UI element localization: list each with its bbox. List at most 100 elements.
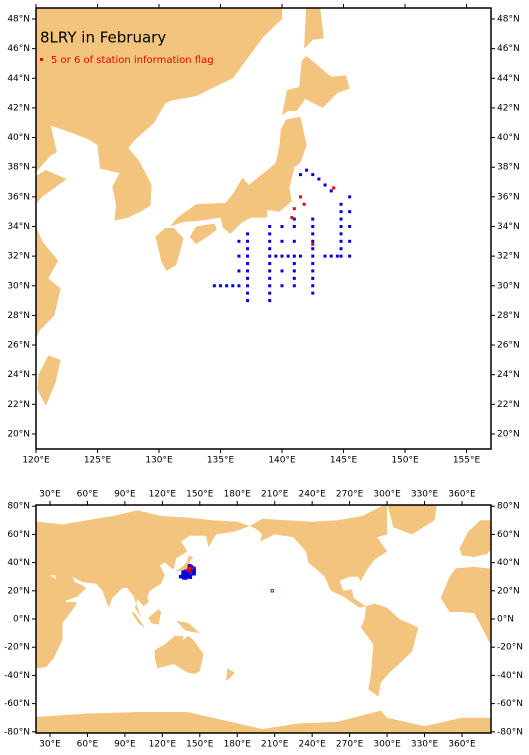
x-tick-label: 90°E	[114, 740, 136, 750]
y-tick-label: 46°N	[7, 44, 30, 54]
station	[280, 239, 284, 243]
station	[268, 299, 272, 303]
station	[335, 254, 339, 258]
y-tick-label: 38°N	[497, 163, 520, 173]
x-tick-label: 180°E	[224, 740, 252, 750]
y-tick-label: 48°N	[497, 15, 520, 25]
station	[246, 262, 250, 266]
legend-swatch	[40, 58, 43, 61]
station	[237, 254, 241, 258]
land	[459, 520, 491, 557]
y-tick-label: 28°N	[7, 311, 30, 321]
x-tick-label: 270°E	[336, 740, 364, 750]
station	[339, 224, 343, 228]
station	[292, 262, 296, 266]
x-tick-label: 120°E	[22, 0, 50, 3]
land	[36, 710, 491, 733]
station	[323, 254, 327, 258]
station	[339, 202, 343, 206]
y-tick-label: 80°N	[7, 502, 30, 512]
x-tick-label: 300°E	[373, 740, 401, 750]
x-tick-label: 135°E	[207, 0, 235, 3]
station	[280, 224, 284, 228]
land	[304, 8, 324, 49]
y-tick-label: 30°N	[7, 281, 30, 291]
y-tick-label: 40°N	[497, 558, 520, 568]
land	[249, 505, 388, 608]
station	[292, 254, 296, 258]
x-tick-label: 270°E	[336, 490, 364, 500]
x-tick-label: 300°E	[373, 490, 401, 500]
land	[440, 566, 491, 646]
station	[311, 217, 315, 221]
station	[280, 269, 284, 273]
station	[339, 232, 343, 236]
land	[189, 223, 217, 245]
station	[348, 195, 352, 199]
y-tick-label: 26°N	[497, 341, 520, 351]
y-tick-label: 44°N	[497, 74, 520, 84]
station	[246, 299, 250, 303]
y-tick-label: 30°N	[497, 281, 520, 291]
land	[36, 8, 282, 339]
station	[348, 239, 352, 243]
station	[298, 254, 302, 258]
x-tick-label: 150°E	[186, 740, 214, 750]
station	[246, 269, 250, 273]
land	[221, 668, 235, 684]
y-tick-label: 80°N	[497, 502, 520, 512]
station	[268, 269, 272, 273]
station	[186, 568, 190, 572]
station	[188, 571, 193, 575]
station	[348, 254, 352, 258]
station	[302, 202, 306, 206]
land	[36, 572, 77, 669]
station	[329, 189, 333, 193]
x-tick-label: 150°E	[391, 0, 419, 3]
station	[311, 276, 315, 280]
station	[339, 217, 343, 221]
station	[280, 254, 284, 258]
land	[131, 611, 145, 628]
station	[311, 269, 315, 273]
map-title: 8LRY in February	[40, 29, 166, 47]
x-tick-label: 125°E	[84, 0, 112, 3]
station	[311, 224, 315, 228]
station	[268, 239, 272, 243]
x-tick-label: 180°E	[224, 490, 252, 500]
x-tick-label: 155°E	[453, 0, 481, 3]
station	[305, 168, 309, 172]
x-tick-label: 240°E	[298, 740, 326, 750]
land	[387, 505, 437, 535]
y-tick-label: 42°N	[497, 103, 520, 113]
x-tick-label: 240°E	[298, 490, 326, 500]
station	[298, 195, 302, 199]
station	[311, 262, 315, 266]
y-tick-label: 20°N	[7, 586, 30, 596]
x-tick-label: 360°E	[448, 490, 476, 500]
land	[176, 620, 200, 634]
y-tick-label: 40°N	[497, 133, 520, 143]
x-tick-label: 130°E	[145, 456, 173, 466]
station	[190, 565, 195, 569]
y-tick-label: -40°N	[4, 671, 30, 681]
y-tick-label: -60°N	[4, 699, 30, 709]
station	[311, 239, 315, 243]
y-tick-label: 34°N	[497, 222, 520, 232]
station	[348, 210, 352, 214]
y-tick-label: 44°N	[7, 74, 30, 84]
world-map	[36, 505, 491, 733]
station	[246, 239, 250, 243]
x-tick-label: 125°E	[84, 456, 112, 466]
station	[311, 247, 315, 251]
station	[268, 232, 272, 236]
y-tick-label: 32°N	[7, 252, 30, 262]
y-tick-label: 24°N	[7, 370, 30, 380]
station	[274, 254, 278, 258]
y-tick-label: 20°N	[7, 429, 30, 439]
x-tick-label: 155°E	[453, 456, 481, 466]
station	[311, 254, 315, 258]
x-tick-label: 150°E	[186, 490, 214, 500]
land	[155, 227, 184, 271]
station	[311, 173, 315, 177]
